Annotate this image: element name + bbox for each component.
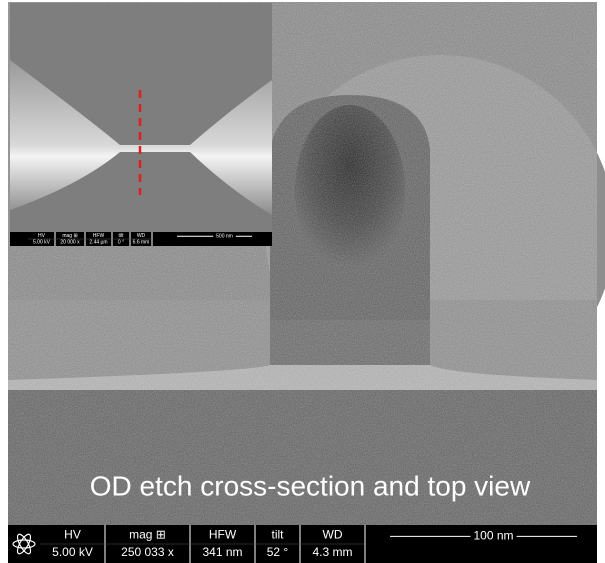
field-label: HV — [38, 233, 46, 239]
field-value: 341 nm — [202, 545, 242, 559]
field-value: 6.6 mm — [133, 240, 150, 246]
field-label: HFW — [93, 233, 105, 239]
field-value: 0 ° — [118, 240, 124, 246]
field-label: mag ⊞ — [129, 527, 166, 541]
field-label: tilt — [119, 233, 125, 239]
field-label: HV — [64, 527, 81, 541]
field-label: WD — [323, 527, 343, 541]
caption: OD etch cross-section and top view — [90, 470, 531, 501]
field-value: 5.00 kV — [52, 545, 93, 559]
field-value: 5.00 kV — [33, 240, 51, 246]
field-value: 20 000 x — [60, 240, 80, 246]
scale-label: 500 nm — [216, 234, 233, 240]
field-value: 250 033 x — [121, 545, 174, 559]
field-label: WD — [137, 233, 146, 239]
field-value: 2.44 µm — [89, 240, 107, 246]
scale-label: 100 nm — [473, 529, 513, 543]
field-label: HFW — [209, 527, 237, 541]
field-value: 52 ° — [267, 545, 289, 559]
field-value: 4.3 mm — [312, 545, 352, 559]
sem-image: OD etch cross-section and top view HV5.0… — [0, 0, 605, 563]
field-label: mag ⊞ — [62, 233, 77, 239]
field-label: tilt — [272, 527, 285, 541]
page: OD etch cross-section and top view HV5.0… — [0, 0, 605, 563]
